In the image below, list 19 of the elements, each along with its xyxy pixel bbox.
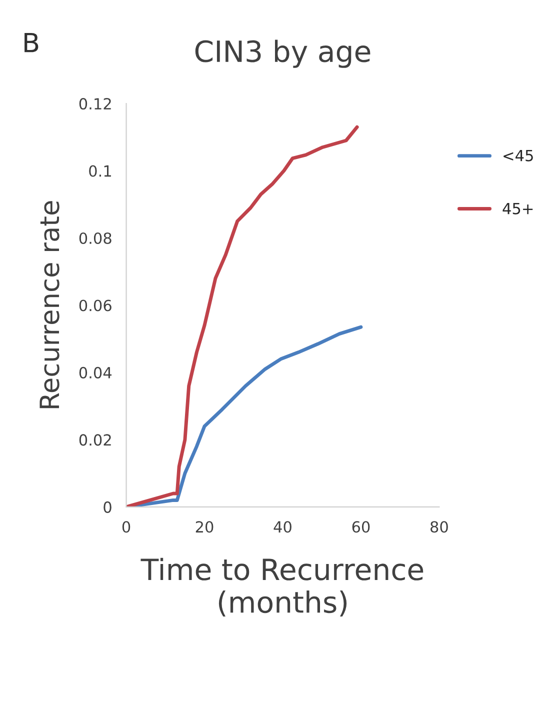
chart-title: CIN3 by age <box>195 40 370 68</box>
y-tick-label: 0.06 <box>79 300 112 312</box>
y-tick-label: 0 <box>104 501 112 513</box>
line-series <box>126 125 359 507</box>
x-tick-label: 40 <box>274 521 292 533</box>
x-axis-title: Time to Recurrence (months) <box>140 558 424 617</box>
text: B <box>24 32 38 52</box>
x-tick-label: 0 <box>122 521 130 533</box>
x-tick-label: 80 <box>430 521 448 533</box>
y-tick-label: 0.08 <box>79 232 112 244</box>
legend-label: <45 <box>504 150 533 162</box>
y-tick-label: 0.1 <box>89 165 111 177</box>
y-tick-label: 0.12 <box>79 98 111 110</box>
y-axis-title: Recurrence rate <box>40 201 60 408</box>
y-tick-label: 0.04 <box>79 366 112 378</box>
x-tick-label: 20 <box>196 521 214 533</box>
x-tick-label: 60 <box>352 521 370 533</box>
y-tick-label: 0.02 <box>79 434 111 446</box>
legend-label: 45+ <box>502 203 533 214</box>
